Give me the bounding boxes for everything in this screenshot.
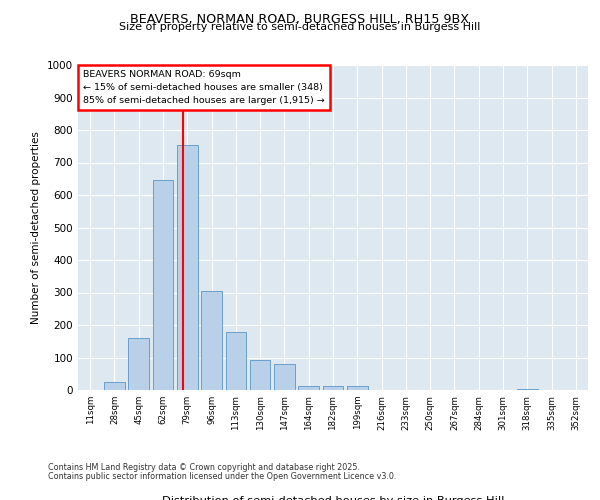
Bar — [298, 386, 319, 390]
Bar — [347, 386, 368, 390]
Y-axis label: Number of semi-detached properties: Number of semi-detached properties — [31, 131, 41, 324]
Bar — [104, 382, 125, 390]
Bar — [226, 332, 246, 390]
Bar — [201, 291, 222, 390]
Bar — [323, 386, 343, 390]
Text: BEAVERS NORMAN ROAD: 69sqm
← 15% of semi-detached houses are smaller (348)
85% o: BEAVERS NORMAN ROAD: 69sqm ← 15% of semi… — [83, 70, 325, 106]
X-axis label: Distribution of semi-detached houses by size in Burgess Hill: Distribution of semi-detached houses by … — [162, 496, 504, 500]
Bar — [274, 364, 295, 390]
Text: Contains HM Land Registry data © Crown copyright and database right 2025.: Contains HM Land Registry data © Crown c… — [48, 464, 360, 472]
Bar — [128, 338, 149, 390]
Bar — [177, 144, 197, 390]
Bar — [152, 180, 173, 390]
Text: BEAVERS, NORMAN ROAD, BURGESS HILL, RH15 9BX: BEAVERS, NORMAN ROAD, BURGESS HILL, RH15… — [131, 12, 470, 26]
Text: Contains public sector information licensed under the Open Government Licence v3: Contains public sector information licen… — [48, 472, 397, 481]
Text: Size of property relative to semi-detached houses in Burgess Hill: Size of property relative to semi-detach… — [119, 22, 481, 32]
Bar — [250, 360, 271, 390]
